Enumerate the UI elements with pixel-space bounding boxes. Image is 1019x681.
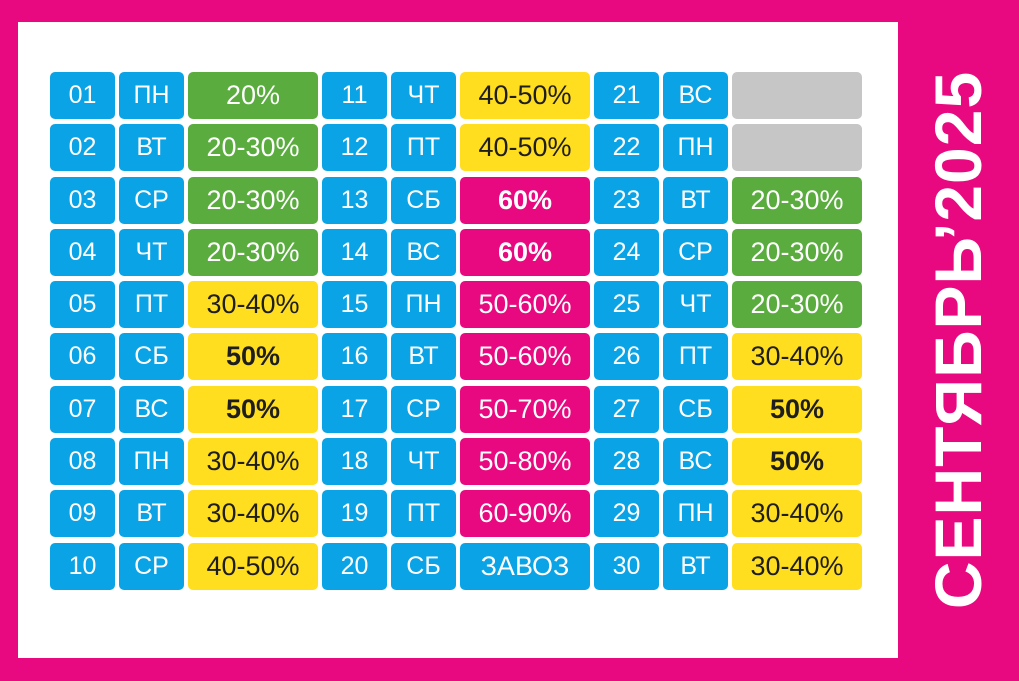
day-number: 11 — [322, 72, 387, 119]
day-number: 25 — [594, 281, 659, 329]
day-number: 06 — [50, 333, 115, 381]
weekday-label: СБ — [663, 385, 728, 433]
discount-badge: 60% — [460, 228, 590, 276]
weekday-label: ПН — [663, 490, 728, 538]
discount-badge: 40-50% — [460, 124, 590, 172]
discount-badge: 50% — [188, 333, 318, 381]
weekday-label: ПН — [391, 281, 456, 329]
empty-discount-cell — [732, 72, 862, 119]
discount-badge: 30-40% — [188, 281, 318, 329]
day-number: 28 — [594, 438, 659, 486]
day-number: 07 — [50, 385, 115, 433]
weekday-label: ВС — [663, 72, 728, 119]
discount-badge: 20-30% — [188, 124, 318, 172]
discount-badge: 20-30% — [732, 176, 862, 224]
discount-badge: 20-30% — [188, 176, 318, 224]
day-number: 09 — [50, 490, 115, 538]
discount-badge: ЗАВОЗ — [460, 542, 590, 590]
day-number: 30 — [594, 542, 659, 590]
weekday-label: СР — [119, 176, 184, 224]
discount-badge: 30-40% — [732, 333, 862, 381]
weekday-label: СБ — [391, 542, 456, 590]
day-number: 20 — [322, 542, 387, 590]
day-number: 12 — [322, 124, 387, 172]
weekday-label: ВТ — [119, 124, 184, 172]
weekday-label: ВС — [391, 228, 456, 276]
discount-badge: 50% — [732, 385, 862, 433]
day-number: 16 — [322, 333, 387, 381]
weekday-label: СР — [663, 228, 728, 276]
day-number: 29 — [594, 490, 659, 538]
month-title: СЕНТЯБРЬ’2025 — [921, 70, 995, 610]
day-number: 05 — [50, 281, 115, 329]
day-number: 26 — [594, 333, 659, 381]
weekday-label: ПН — [663, 124, 728, 172]
day-number: 08 — [50, 438, 115, 486]
discount-badge: 30-40% — [732, 490, 862, 538]
discount-calendar-grid: 01 ПН 20% 11 ЧТ 40-50% 21 ВС 02 ВТ 20-30% 12 ПТ 40-50… — [50, 72, 862, 590]
weekday-label: ВС — [119, 385, 184, 433]
discount-badge: 50% — [732, 438, 862, 486]
weekday-label: СР — [391, 385, 456, 433]
discount-badge: 50-70% — [460, 385, 590, 433]
day-number: 14 — [322, 228, 387, 276]
weekday-label: ПТ — [119, 281, 184, 329]
weekday-label: ЧТ — [119, 228, 184, 276]
discount-badge: 50% — [188, 385, 318, 433]
discount-badge: 20% — [188, 72, 318, 119]
discount-badge: 30-40% — [188, 438, 318, 486]
day-number: 19 — [322, 490, 387, 538]
weekday-label: ЧТ — [663, 281, 728, 329]
discount-badge: 50-80% — [460, 438, 590, 486]
discount-badge: 30-40% — [188, 490, 318, 538]
weekday-label: СБ — [391, 176, 456, 224]
discount-badge: 20-30% — [732, 228, 862, 276]
weekday-label: СР — [119, 542, 184, 590]
weekday-label: ПН — [119, 72, 184, 119]
empty-discount-cell — [732, 124, 862, 172]
day-number: 10 — [50, 542, 115, 590]
day-number: 01 — [50, 72, 115, 119]
weekday-label: ВТ — [663, 542, 728, 590]
day-number: 24 — [594, 228, 659, 276]
calendar-panel: 01 ПН 20% 11 ЧТ 40-50% 21 ВС 02 ВТ 20-30% 12 ПТ 40-50… — [18, 22, 898, 658]
discount-badge: 20-30% — [188, 228, 318, 276]
weekday-label: ПН — [119, 438, 184, 486]
day-number: 02 — [50, 124, 115, 172]
day-number: 23 — [594, 176, 659, 224]
weekday-label: ВТ — [391, 333, 456, 381]
day-number: 13 — [322, 176, 387, 224]
weekday-label: ЧТ — [391, 438, 456, 486]
discount-badge: 30-40% — [732, 542, 862, 590]
day-number: 18 — [322, 438, 387, 486]
discount-badge: 60-90% — [460, 490, 590, 538]
discount-badge: 60% — [460, 176, 590, 224]
weekday-label: ВТ — [119, 490, 184, 538]
weekday-label: ВТ — [663, 176, 728, 224]
weekday-label: ПТ — [391, 490, 456, 538]
discount-badge: 20-30% — [732, 281, 862, 329]
day-number: 21 — [594, 72, 659, 119]
discount-badge: 40-50% — [460, 72, 590, 119]
discount-badge: 40-50% — [188, 542, 318, 590]
weekday-label: СБ — [119, 333, 184, 381]
day-number: 15 — [322, 281, 387, 329]
day-number: 17 — [322, 385, 387, 433]
weekday-label: ПТ — [391, 124, 456, 172]
day-number: 03 — [50, 176, 115, 224]
weekday-label: ВС — [663, 438, 728, 486]
day-number: 22 — [594, 124, 659, 172]
day-number: 04 — [50, 228, 115, 276]
discount-badge: 50-60% — [460, 333, 590, 381]
discount-badge: 50-60% — [460, 281, 590, 329]
weekday-label: ПТ — [663, 333, 728, 381]
weekday-label: ЧТ — [391, 72, 456, 119]
day-number: 27 — [594, 385, 659, 433]
